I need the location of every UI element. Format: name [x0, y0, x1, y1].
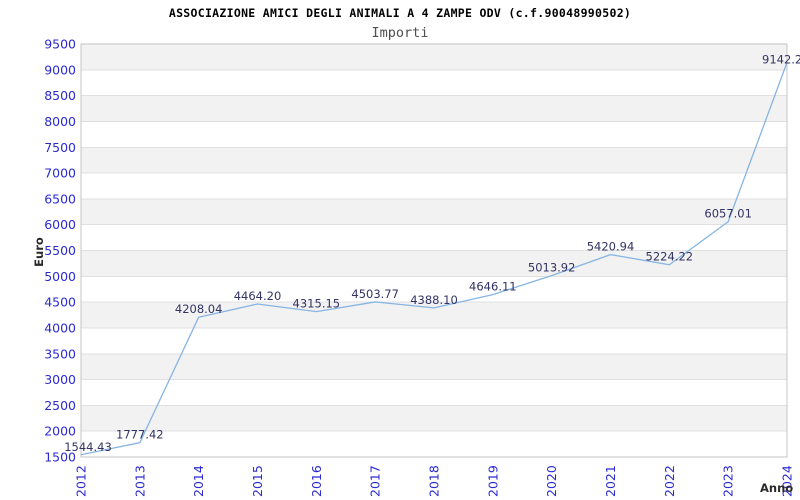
x-tick-labels: 2012 2013 2014 2015 2016 2017 2018 2019 2020 2021… — [74, 465, 795, 497]
x-tick-label: 2017 — [368, 465, 383, 497]
y-tick-label: 5500 — [44, 243, 76, 258]
x-axis-title: Anno — [760, 481, 794, 495]
point-label: 9142.2 — [762, 52, 800, 66]
y-tick-label: 2500 — [44, 398, 76, 413]
y-tick-label: 7000 — [44, 166, 76, 181]
plot-border — [80, 43, 788, 458]
chart-subtitle: Importi — [371, 25, 429, 41]
y-tick-label: 4500 — [44, 295, 76, 310]
point-label: 4503.77 — [351, 287, 399, 301]
y-tick-label: 2000 — [44, 424, 76, 439]
y-tick-label: 9500 — [44, 37, 76, 52]
y-tick-label: 3500 — [44, 346, 76, 361]
x-tick-label: 2022 — [662, 465, 677, 497]
x-tick-label: 2013 — [132, 465, 147, 497]
x-tick-label: 2020 — [544, 465, 559, 497]
point-label: 4388.10 — [410, 293, 458, 307]
y-tick-label: 1500 — [44, 450, 76, 465]
x-tick-label: 2019 — [485, 465, 500, 497]
y-tick-label: 9000 — [44, 62, 76, 77]
grid-lines — [81, 69, 787, 432]
y-tick-label: 3000 — [44, 372, 76, 387]
point-label: 5224.22 — [646, 250, 694, 264]
x-tick-label: 2021 — [603, 465, 618, 497]
point-label: 4315.15 — [293, 297, 341, 311]
point-label: 1544.43 — [64, 440, 112, 454]
point-label: 4208.04 — [175, 302, 223, 316]
y-tick-label: 5000 — [44, 269, 76, 284]
x-tick-label: 2016 — [309, 465, 324, 497]
grid-bands — [81, 44, 787, 457]
point-labels: 1544.43 1777.42 4208.04 4464.20 4315.15 4503.… — [64, 52, 800, 454]
y-tick-label: 6500 — [44, 191, 76, 206]
point-label: 5420.94 — [587, 240, 635, 254]
series-line — [80, 62, 788, 456]
y-tick-label: 7500 — [44, 140, 76, 155]
x-tick-label: 2018 — [427, 465, 442, 497]
y-tick-label: 8000 — [44, 114, 76, 129]
x-tick-label: 2012 — [74, 465, 89, 497]
x-tick-label: 2024 — [780, 465, 795, 497]
y-axis-title: Euro — [32, 237, 46, 267]
y-tick-label: 6000 — [44, 217, 76, 232]
point-label: 6057.01 — [704, 207, 752, 221]
y-tick-labels: 9500 9000 8500 8000 7500 7000 6500 6000 5500 5000… — [44, 37, 76, 465]
x-tick-label: 2023 — [721, 465, 736, 497]
y-tick-label: 4000 — [44, 320, 76, 335]
x-tick-label: 2015 — [250, 465, 265, 497]
point-label: 4464.20 — [234, 289, 282, 303]
x-tick-label: 2014 — [191, 465, 206, 497]
y-tick-label: 8500 — [44, 88, 76, 103]
point-label: 1777.42 — [116, 428, 164, 442]
point-label: 5013.92 — [528, 261, 576, 275]
page-title: ASSOCIAZIONE AMICI DEGLI ANIMALI A 4 ZAM… — [168, 6, 632, 20]
point-label: 4646.11 — [469, 280, 517, 294]
